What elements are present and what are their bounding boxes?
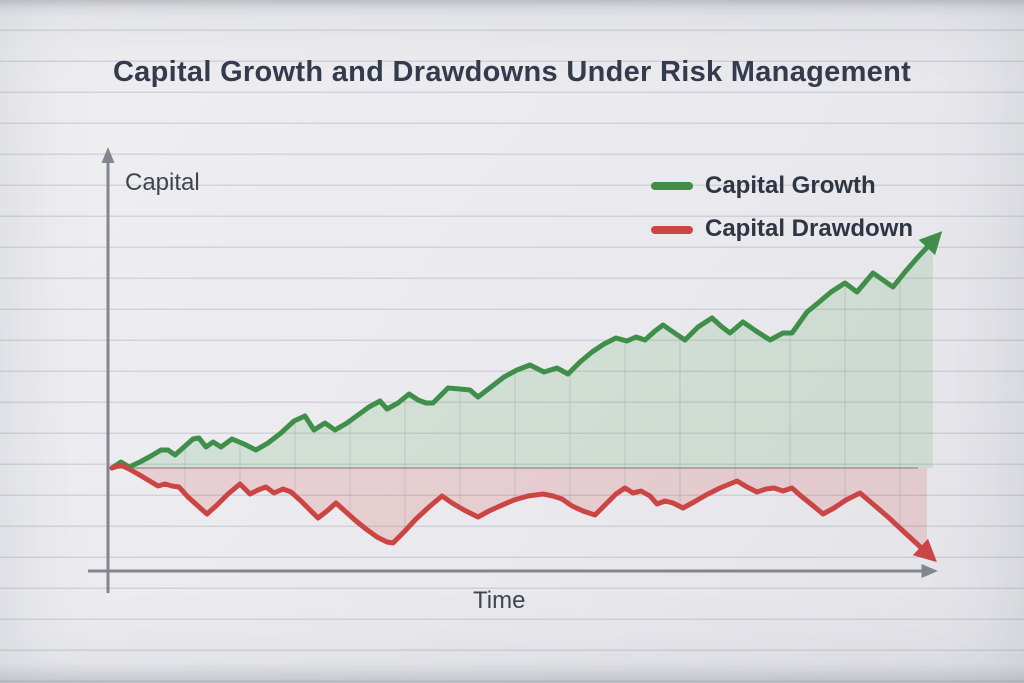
series-lines: [109, 231, 943, 563]
y-axis-arrow-icon: [101, 147, 115, 163]
growth-area-fill: [112, 241, 933, 468]
legend: Capital Growth Capital Drawdown: [651, 172, 914, 260]
drawdown-area-fill: [112, 465, 927, 553]
legend-item-growth: Capital Growth: [651, 172, 913, 199]
series-fills: [112, 241, 933, 553]
y-axis-label: Capital: [125, 169, 200, 196]
y-axis: [101, 147, 115, 593]
x-axis: [88, 564, 938, 578]
x-axis-label: Time: [473, 587, 526, 614]
legend-item-drawdown: Capital Drawdown: [651, 215, 914, 243]
chart-title: Capital Growth and Drawdowns Under Risk …: [112, 56, 912, 88]
legend-label-growth: Capital Growth: [705, 172, 876, 199]
growth-line: [109, 231, 943, 471]
drawdown-line-swatch-icon: [651, 225, 693, 234]
x-axis-arrow-icon: [921, 564, 938, 578]
growth-line-swatch-icon: [651, 182, 693, 191]
drawdown-line: [109, 462, 937, 563]
legend-label-drawdown: Capital Drawdown: [705, 215, 914, 243]
